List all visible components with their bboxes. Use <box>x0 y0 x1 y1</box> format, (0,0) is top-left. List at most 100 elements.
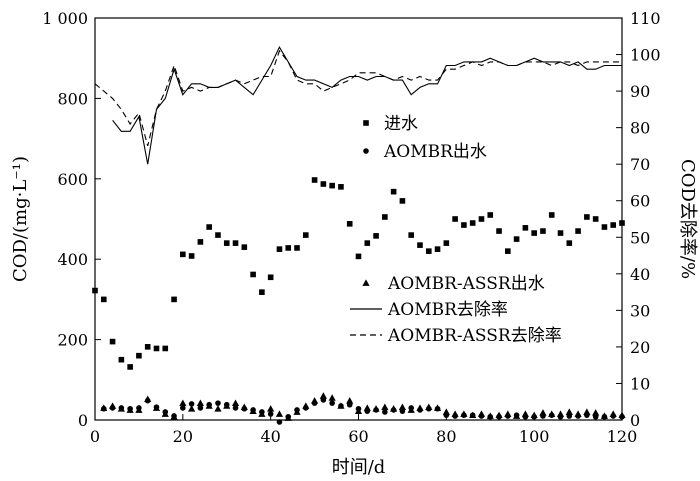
aombr-assr-effluent-point <box>407 406 415 413</box>
aombr-assr-effluent-point <box>416 404 424 411</box>
influent-point <box>223 240 230 246</box>
right-y-tick-label: 10 <box>630 374 650 393</box>
influent-point <box>425 248 432 254</box>
aombr-assr-effluent-point <box>354 407 363 415</box>
aombr-assr-effluent-point <box>240 403 248 411</box>
influent-point <box>92 287 98 294</box>
aombr-assr-effluent-point <box>565 408 573 415</box>
left-y-tick-label: 0 <box>78 411 88 430</box>
aombr-assr-effluent-point <box>398 403 407 411</box>
right-y-tick-label: 30 <box>630 301 650 320</box>
influent-point <box>188 253 195 259</box>
influent-point <box>390 188 397 195</box>
aombr-assr-effluent-point <box>126 406 134 413</box>
aombr-assr-effluent-point <box>425 403 433 411</box>
aombr-assr-effluent-point <box>600 412 609 419</box>
legend-aombr-effluent-point <box>363 148 369 154</box>
aombr-assr-effluent-point <box>609 410 617 417</box>
influent-point <box>171 296 177 303</box>
aombr-assr-effluent-point <box>513 412 521 419</box>
legend-influent-point <box>363 120 369 126</box>
aombr-effluent-point <box>215 400 221 406</box>
right-y-tick-label: 70 <box>630 155 650 174</box>
influent-point <box>100 296 107 303</box>
x-tick-label: 20 <box>173 427 193 446</box>
influent-point <box>364 240 371 246</box>
influent-point <box>259 289 265 295</box>
influent-point <box>276 246 283 252</box>
aombr-assr-effluent-point <box>275 410 284 417</box>
legend-item-aombr-assr-effluent: AOMBR-ASSR出水 <box>362 274 545 294</box>
legend-label-aombr-removal-rate: AOMBR去除率 <box>387 300 508 320</box>
aombr-assr-effluent-point <box>214 405 222 412</box>
influent-series <box>92 177 625 370</box>
x-axis-title: 时间/d <box>332 457 386 478</box>
aombr-assr-effluent-point <box>363 404 371 411</box>
influent-point <box>311 177 318 183</box>
aombr-effluent-point <box>232 405 239 411</box>
influent-point <box>373 233 379 239</box>
aombr-assr-effluent-point <box>144 395 152 402</box>
right-y-tick-label: 100 <box>630 46 661 65</box>
aombr-assr-effluent-point <box>249 407 257 415</box>
influent-point <box>346 221 353 227</box>
influent-point <box>531 230 537 236</box>
aombr-assr-effluent-point <box>310 397 319 404</box>
legend-item-influent: 进水 <box>363 114 418 134</box>
influent-point <box>548 212 555 218</box>
influent-point <box>329 182 335 189</box>
left-y-tick-label: 600 <box>57 170 88 189</box>
influent-point <box>522 225 529 231</box>
right-y-axis-title: COD去除率/% <box>677 159 698 279</box>
influent-point <box>399 198 406 204</box>
plot-frame <box>94 17 623 421</box>
influent-point <box>610 222 617 228</box>
legend-label-influent: 进水 <box>384 114 418 134</box>
right-y-tick-label: 20 <box>630 338 650 357</box>
influent-point <box>496 228 502 234</box>
left-y-tick-label: 800 <box>57 89 88 108</box>
influent-point <box>127 364 133 370</box>
left-y-axis-ticks: 0 200 400 600 800 1 000 <box>42 9 101 430</box>
influent-point <box>144 344 151 350</box>
aombr-assr-effluent-point <box>196 399 204 406</box>
influent-point <box>232 240 239 246</box>
aombr-assr-effluent-point <box>521 410 529 417</box>
influent-point <box>355 253 362 260</box>
influent-point <box>303 232 309 238</box>
aombr-removal-rate-series <box>112 46 622 165</box>
x-tick-label: 60 <box>348 427 368 446</box>
aombr-assr-effluent-point <box>170 413 178 420</box>
aombr-assr-effluent-point <box>284 414 292 421</box>
aombr-removal-rate-line <box>112 46 622 165</box>
influent-point <box>294 245 300 251</box>
aombr-assr-effluent-point <box>108 402 117 409</box>
influent-point <box>109 338 116 345</box>
aombr-assr-removal-rate-series <box>94 49 622 147</box>
influent-point <box>417 242 423 248</box>
aombr-assr-effluent-point <box>433 404 442 411</box>
aombr-assr-effluent-point <box>486 412 494 419</box>
influent-point <box>180 251 186 258</box>
influent-point <box>575 228 581 234</box>
left-y-tick-label: 200 <box>57 331 88 350</box>
aombr-effluent-point <box>382 409 388 415</box>
influent-point <box>478 216 485 222</box>
influent-point <box>513 236 520 242</box>
legend-label-aombr-assr-removal-rate: AOMBR-ASSR去除率 <box>387 326 562 346</box>
influent-point <box>206 224 212 230</box>
aombr-effluent-point <box>276 419 283 425</box>
influent-point <box>136 352 142 359</box>
aombr-assr-effluent-point <box>372 405 380 412</box>
aombr-assr-effluent-point <box>477 410 486 417</box>
aombr-assr-effluent-point <box>442 408 450 415</box>
left-y-tick-label: 1 000 <box>42 9 88 28</box>
aombr-assr-effluent-point <box>539 409 547 416</box>
aombr-assr-effluent-point <box>592 409 600 416</box>
aombr-assr-effluent-point <box>267 405 275 412</box>
left-y-axis-title: COD/(mg·L⁻¹) <box>10 156 31 282</box>
right-y-tick-label: 50 <box>630 228 650 247</box>
influent-point <box>153 345 160 352</box>
right-y-tick-label: 40 <box>630 265 650 284</box>
